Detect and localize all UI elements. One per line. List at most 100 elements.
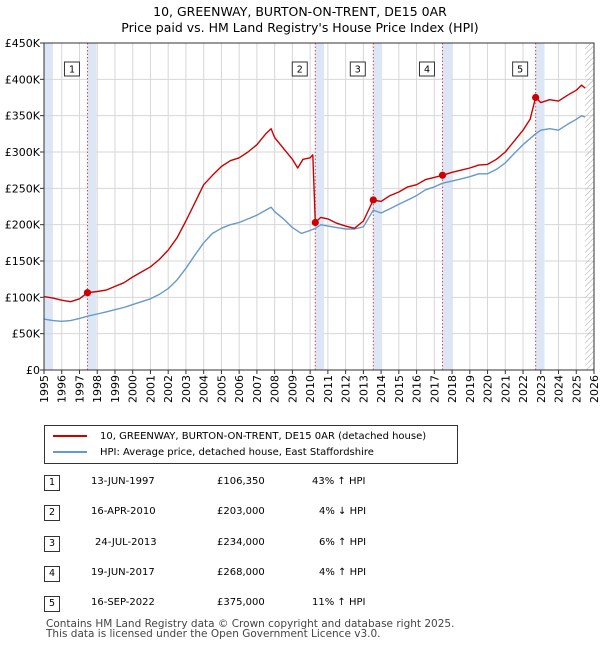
footer-licence: This data is licensed under the Open Gov… — [46, 628, 381, 640]
x-tick-label: 2024 — [553, 375, 566, 403]
sale-price: £106,350 — [217, 476, 265, 487]
x-tick-label: 2018 — [446, 375, 459, 403]
footer: Contains HM Land Registry data © Crown c… — [46, 618, 455, 640]
sale-point — [438, 171, 447, 179]
x-tick-label: 2022 — [517, 375, 530, 403]
footer-copyright: Contains HM Land Registry data © Crown c… — [46, 618, 455, 630]
legend-label-hpi: HPI: Average price, detached house, East… — [100, 446, 374, 458]
x-tick-label: 2006 — [233, 375, 246, 403]
sale-number-box — [418, 61, 435, 77]
sale-number-box — [63, 61, 80, 77]
sale-number-box — [512, 61, 529, 77]
sale-date: 24-JUL-2013 — [95, 537, 157, 548]
x-tick-label: 2017 — [428, 375, 441, 403]
y-tick-label: £200K — [5, 219, 41, 232]
sale-number-badge: 3 — [44, 536, 60, 552]
y-tick-label: £300K — [5, 146, 41, 159]
x-tick-label: 2019 — [464, 375, 477, 403]
chart-legend: 10, GREENWAY, BURTON-ON-TRENT, DE15 0AR … — [44, 425, 458, 464]
sale-point — [532, 93, 540, 102]
sale-hpi-diff: 4% ↑ HPI — [319, 567, 367, 578]
x-tick-label: 2013 — [357, 375, 370, 403]
x-tick-label: 2012 — [340, 375, 353, 403]
sale-point — [83, 289, 92, 297]
y-tick-label: £400K — [5, 73, 41, 86]
x-tick-label: 1995 — [38, 375, 51, 403]
sale-hpi-diff: 4% ↓ HPI — [319, 506, 367, 517]
hpi-line — [43, 115, 586, 322]
sale-number-label: 2 — [297, 65, 303, 76]
sale-number-box — [291, 61, 308, 77]
sale-number-badge: 2 — [44, 505, 60, 521]
x-tick-label: 2002 — [162, 375, 175, 403]
price-line — [43, 84, 586, 303]
y-tick-label: £350K — [5, 110, 41, 123]
x-tick-label: 2025 — [570, 375, 583, 403]
sale-hpi-diff: 43% ↑ HPI — [312, 476, 366, 487]
x-tick-label: 2009 — [286, 375, 299, 403]
x-tick-label: 2023 — [535, 375, 548, 403]
legend-label-price: 10, GREENWAY, BURTON-ON-TRENT, DE15 0AR … — [100, 430, 427, 442]
y-tick-label: £450K — [5, 37, 41, 50]
sale-point — [311, 218, 319, 227]
sale-number-badge: 4 — [44, 566, 60, 582]
x-tick-label: 1999 — [109, 375, 122, 403]
x-tick-label: 2001 — [144, 375, 157, 403]
sale-date: 19-JUN-2017 — [91, 567, 155, 578]
x-tick-label: 2026 — [588, 375, 600, 403]
x-tick-label: 2020 — [482, 375, 495, 403]
sale-hpi-diff: 6% ↑ HPI — [319, 537, 367, 548]
sale-number-label: 5 — [517, 65, 523, 76]
x-tick-label: 2008 — [269, 375, 282, 403]
sale-number-badge: 1 — [44, 475, 60, 491]
chart-plot: 1 2 3 4 5 £0 £50K £100K £150K £200K £250K £300K £350… — [5, 37, 600, 403]
sale-point — [369, 196, 377, 204]
sale-price: £234,000 — [217, 537, 265, 548]
sale-price: £375,000 — [217, 597, 265, 608]
x-tick-label: 2005 — [215, 375, 228, 403]
x-tick-label: 1996 — [56, 375, 69, 403]
sale-band — [87, 43, 97, 370]
x-tick-label: 2000 — [127, 375, 140, 403]
shaded-band — [44, 43, 53, 370]
sale-number-label: 3 — [355, 65, 361, 76]
x-tick-label: 1998 — [91, 375, 104, 403]
legend-line-hpi — [53, 451, 87, 453]
y-tick-label: £0 — [26, 364, 40, 377]
sale-number-box — [349, 61, 366, 77]
sale-price: £203,000 — [217, 506, 265, 517]
sale-date: 16-SEP-2022 — [91, 597, 155, 608]
table-row: 5 16-SEP-2022 £375,000 11% ↑ HPI — [44, 596, 484, 612]
x-tick-label: 2003 — [180, 375, 193, 403]
sale-date: 13-JUN-1997 — [91, 476, 155, 487]
y-tick-label: £150K — [5, 255, 41, 268]
future-hatch — [585, 43, 594, 370]
sale-hpi-diff: 11% ↑ HPI — [312, 597, 366, 608]
sale-number-label: 4 — [424, 65, 430, 76]
y-tick-label: £50K — [12, 328, 41, 341]
x-tick-label: 2014 — [375, 375, 388, 403]
legend-entry-hpi: HPI: Average price, detached house, East… — [53, 445, 374, 459]
sale-band — [373, 43, 383, 370]
sale-number-label: 1 — [69, 65, 75, 76]
x-tick-label: 2007 — [251, 375, 264, 403]
x-tick-label: 2021 — [499, 375, 512, 403]
table-row: 1 13-JUN-1997 £106,350 43% ↑ HPI — [44, 475, 484, 491]
sale-band — [535, 43, 545, 370]
table-row: 3 24-JUL-2013 £234,000 6% ↑ HPI — [44, 536, 484, 552]
sale-band — [442, 43, 452, 370]
x-tick-label: 2004 — [198, 375, 211, 403]
chart-subtitle: Price paid vs. HM Land Registry's House … — [121, 20, 479, 35]
legend-line-price — [53, 435, 87, 437]
table-row: 2 16-APR-2010 £203,000 4% ↓ HPI — [44, 505, 484, 521]
legend-entry-price: 10, GREENWAY, BURTON-ON-TRENT, DE15 0AR … — [53, 429, 426, 443]
y-tick-label: £100K — [5, 291, 41, 304]
chart-title: 10, GREENWAY, BURTON-ON-TRENT, DE15 0AR — [153, 4, 447, 19]
x-tick-label: 2016 — [411, 375, 424, 403]
table-row: 4 19-JUN-2017 £268,000 4% ↑ HPI — [44, 566, 484, 582]
x-tick-label: 2010 — [304, 375, 317, 403]
sale-band — [315, 43, 325, 370]
sale-date: 16-APR-2010 — [91, 506, 156, 517]
x-tick-label: 2015 — [393, 375, 406, 403]
plot-frame — [43, 42, 595, 371]
